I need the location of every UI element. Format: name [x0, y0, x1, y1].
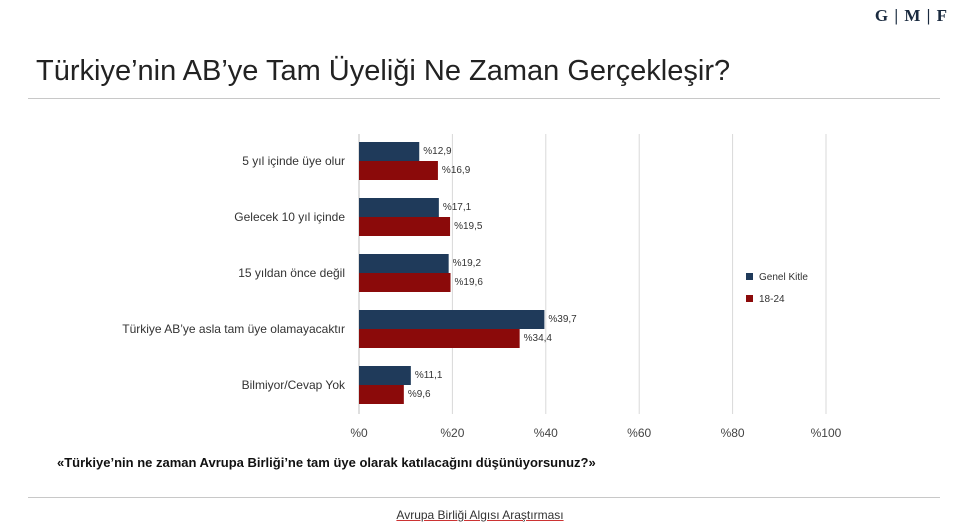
gmf-logo: G | M | F — [874, 6, 948, 25]
bar-genel-kitle — [359, 254, 449, 273]
data-label: %34,4 — [524, 333, 553, 344]
bar-genel-kitle — [359, 142, 420, 161]
bar-genel-kitle — [359, 366, 411, 385]
title-divider — [28, 98, 940, 99]
legend-label: Genel Kitle — [759, 272, 808, 283]
legend-label: 18-24 — [759, 294, 785, 305]
category-label: Bilmiyor/Cevap Yok — [242, 378, 346, 392]
data-label: %19,6 — [455, 277, 484, 288]
legend-swatch — [746, 273, 753, 280]
bar-18-24 — [359, 385, 404, 404]
x-tick-label: %20 — [440, 426, 464, 440]
bar-genel-kitle — [359, 310, 545, 329]
bar-18-24 — [359, 161, 438, 180]
survey-question: «Türkiye’nin ne zaman Avrupa Birliği’ne … — [57, 455, 596, 470]
bar-18-24 — [359, 273, 451, 292]
data-label: %12,9 — [423, 146, 452, 157]
x-tick-label: %80 — [721, 426, 745, 440]
data-label: %16,9 — [442, 165, 471, 176]
data-label: %9,6 — [408, 389, 431, 400]
data-label: %17,1 — [443, 202, 472, 213]
bar-18-24 — [359, 217, 451, 236]
footer-divider — [28, 497, 940, 498]
data-label: %11,1 — [415, 370, 443, 381]
x-tick-label: %100 — [811, 426, 842, 440]
x-tick-label: %40 — [534, 426, 558, 440]
category-label: Gelecek 10 yıl içinde — [234, 210, 345, 224]
category-label: 15 yıldan önce değil — [238, 266, 345, 280]
data-label: %19,5 — [454, 221, 483, 232]
bar-18-24 — [359, 329, 520, 348]
bar-genel-kitle — [359, 198, 439, 217]
data-label: %39,7 — [548, 314, 577, 325]
page-title: Türkiye’nin AB’ye Tam Üyeliği Ne Zaman G… — [36, 55, 731, 87]
category-label: 5 yıl içinde üye olur — [242, 154, 345, 168]
x-tick-label: %0 — [350, 426, 368, 440]
data-label: %19,2 — [453, 258, 482, 269]
x-tick-label: %60 — [627, 426, 651, 440]
footer-source: Avrupa Birliği Algısı Araştırması — [396, 508, 564, 522]
legend-swatch — [746, 295, 753, 302]
category-label: Türkiye AB’ye asla tam üye olamayacaktır — [122, 322, 345, 336]
